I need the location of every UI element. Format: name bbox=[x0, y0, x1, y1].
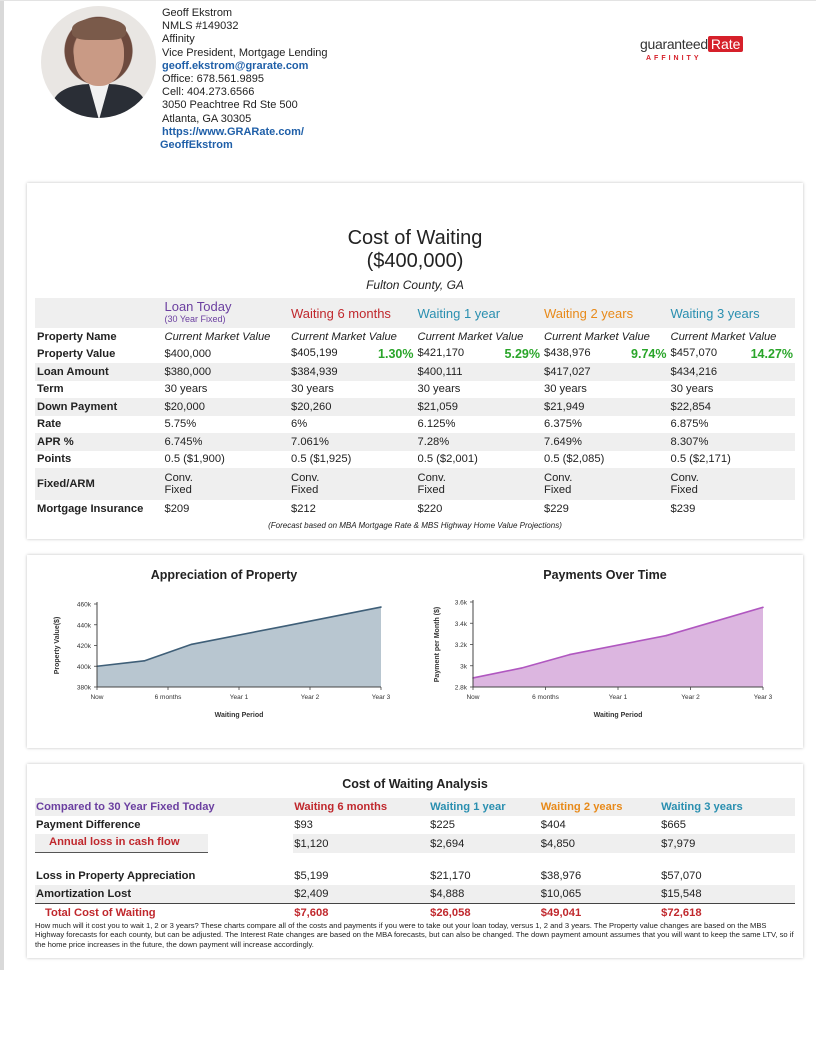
chart-data-point bbox=[762, 606, 764, 609]
chart-x-tick-label: Year 2 bbox=[301, 694, 320, 701]
chart-title: Appreciation of Property bbox=[151, 568, 298, 582]
row-total-cost: Total Cost of Waiting $7,608 $26,058 $49… bbox=[35, 903, 795, 922]
chart-data-point bbox=[380, 606, 382, 608]
chart-x-axis-label: Waiting Period bbox=[215, 712, 264, 719]
row-amortization-lost: Amortization Lost $2,409 $4,888 $10,065 … bbox=[35, 885, 795, 904]
chart-line-segment bbox=[521, 653, 570, 669]
analysis-title: Cost of Waiting Analysis bbox=[342, 777, 488, 791]
col-loan-today: Loan Today (30 Year Fixed) bbox=[162, 298, 289, 328]
row-mortgage-insurance: Mortgage Insurance $209 $212 $220 $229 $… bbox=[37, 502, 696, 515]
row-payment-difference: Payment Difference $93 $225 $404 $665 bbox=[36, 819, 686, 831]
logo-text-affinity: AFFINITY bbox=[646, 55, 702, 62]
contact-address-line1: 3050 Peachtree Rd Ste 500 bbox=[162, 99, 298, 112]
forecast-note: (Forecast based on MBA Mortgage Rate & M… bbox=[268, 521, 562, 530]
pct-change: 14.27% bbox=[750, 347, 793, 362]
chart-line-segment bbox=[286, 606, 382, 627]
chart-x-tick-label: Now bbox=[90, 694, 103, 701]
row-fixed-arm: Fixed/ARM Conv. Fixed Conv. Fixed Conv. Fix… bbox=[35, 468, 795, 500]
chart-y-tick-label: 400k bbox=[77, 664, 92, 671]
chart-y-tick-label: 3.4k bbox=[455, 621, 468, 628]
contact-title: Vice President, Mortgage Lending bbox=[162, 46, 328, 59]
contact-nmls: NMLS #149032 bbox=[162, 20, 239, 33]
cost-of-waiting-panel: Cost of Waiting ($400,000) Fulton County… bbox=[27, 183, 803, 539]
col-waiting-6-months: Waiting 6 months bbox=[288, 298, 416, 328]
charts-svg: Appreciation of Property 380k 400k 420k 440k… bbox=[54, 568, 773, 719]
chart-y-axis-label: Property Value($) bbox=[54, 617, 61, 675]
row-loss-appreciation: Loss in Property Appreciation $5,199 $21… bbox=[36, 870, 702, 882]
contact-address-line2: Atlanta, GA 30305 bbox=[162, 112, 252, 125]
col-waiting-2-years: Waiting 2 years bbox=[541, 298, 669, 328]
contact-email-link[interactable]: geoff.ekstrom@grarate.com bbox=[162, 59, 309, 72]
top-border bbox=[0, 0, 816, 1]
contact-cell-phone: Cell: 404.273.6566 bbox=[162, 86, 255, 99]
row-apr: APR % 6.745% 7.061% 7.28% 7.649% 8.307% bbox=[35, 433, 795, 451]
chart-line-segment bbox=[144, 643, 192, 662]
analysis-footnote: How much will it cost you to wait 1, 2 o… bbox=[35, 921, 794, 949]
pct-change: 9.74% bbox=[631, 347, 667, 362]
chart-line-segment bbox=[666, 606, 764, 637]
website-link[interactable]: https://www.GRARate.com/ bbox=[162, 125, 304, 138]
chart-y-tick-label: 460k bbox=[77, 602, 92, 609]
chart-x-tick-label: 6 months bbox=[532, 694, 559, 701]
contact-name: Geoff Ekstrom bbox=[162, 7, 233, 19]
analysis-table: Compared to 30 Year Fixed Today Waiting … bbox=[35, 798, 795, 922]
chart-x-tick-label: Now bbox=[466, 694, 479, 701]
chart-line-segment bbox=[191, 625, 287, 646]
row-property-value: Property Value $400,000 $405,199 1.30% $4… bbox=[37, 347, 793, 362]
chart-x-tick-label: Year 2 bbox=[681, 694, 700, 701]
row-down-payment: Down Payment $20,000 $20,260 $21,059 $21… bbox=[35, 398, 795, 416]
logo-text-rate: Rate bbox=[707, 36, 744, 52]
profile-photo bbox=[41, 6, 156, 118]
row-loan-amount: Loan Amount $380,000 $384,939 $400,111 $… bbox=[35, 363, 795, 381]
chart-area-fill bbox=[97, 607, 381, 687]
photo-hair bbox=[72, 18, 126, 40]
chart-y-axis-label: Payment per Month ($) bbox=[434, 607, 441, 682]
contact-block: Geoff Ekstrom NMLS #149032 Affinity Vice… bbox=[160, 7, 328, 152]
chart-x-tick-label: Year 1 bbox=[609, 694, 628, 701]
col-waiting-3-years: Waiting 3 years bbox=[668, 298, 795, 328]
row-spacer bbox=[35, 853, 795, 867]
chart-area-fill bbox=[473, 607, 763, 687]
contact-office-phone: Office: 678.561.9895 bbox=[162, 73, 264, 86]
chart-y-tick-label: 2.8k bbox=[455, 685, 468, 692]
chart-x-axis-label: Waiting Period bbox=[594, 712, 643, 719]
county-label: Fulton County, GA bbox=[366, 278, 464, 292]
pct-change: 5.29% bbox=[504, 347, 540, 362]
row-term: Term 30 years 30 years 30 years 30 years… bbox=[37, 383, 714, 396]
company-logo: guaranteed Rate AFFINITY bbox=[640, 36, 760, 70]
chart-y-tick-label: 3.6k bbox=[455, 600, 468, 607]
chart-x-tick-label: 6 months bbox=[155, 694, 182, 701]
chart-x-tick-label: Year 1 bbox=[230, 694, 249, 701]
chart-x-tick-label: Year 3 bbox=[754, 694, 773, 701]
row-property-name: Property Name Current Market Value Curre… bbox=[37, 330, 777, 343]
row-points: Points 0.5 ($1,900) 0.5 ($1,925) 0.5 ($2… bbox=[37, 453, 731, 466]
contact-company: Affinity bbox=[162, 33, 195, 46]
row-rate: Rate 5.75% 6% 6.125% 6.375% 6.875% bbox=[37, 418, 709, 431]
col-waiting-1-year: Waiting 1 year bbox=[415, 298, 542, 328]
chart-x-tick-label: Year 3 bbox=[372, 694, 391, 701]
chart-y-tick-label: 420k bbox=[77, 643, 92, 650]
chart-line-segment bbox=[569, 634, 667, 656]
cost-title: Cost of Waiting bbox=[347, 227, 483, 249]
analysis-panel: Cost of Waiting Analysis Compared to 30 … bbox=[27, 764, 803, 958]
cost-table-header: Loan Today (30 Year Fixed) Waiting 6 mon… bbox=[35, 298, 795, 328]
chart-line-segment bbox=[472, 667, 522, 679]
cost-table: Loan Today (30 Year Fixed) Waiting 6 mon… bbox=[35, 298, 795, 518]
pct-change: 1.30% bbox=[378, 347, 414, 362]
chart-line-segment bbox=[96, 660, 145, 668]
chart-title: Payments Over Time bbox=[543, 568, 666, 582]
analysis-header: Compared to 30 Year Fixed Today Waiting … bbox=[35, 798, 795, 816]
charts-panel: Appreciation of Property 380k 400k 420k 440k… bbox=[27, 555, 803, 748]
website-link-path[interactable]: GeoffEkstrom bbox=[160, 139, 233, 152]
chart-y-tick-label: 380k bbox=[77, 685, 92, 692]
left-edge-bar bbox=[0, 0, 4, 970]
cost-title-amount: ($400,000) bbox=[366, 250, 464, 272]
chart-y-tick-label: 3.2k bbox=[455, 642, 468, 649]
row-annual-loss: Annual loss in cash flow $1,120 $2,694 $… bbox=[35, 834, 795, 853]
chart-y-tick-label: 3k bbox=[460, 663, 468, 670]
logo-text-guaranteed: guaranteed bbox=[640, 36, 708, 52]
chart-y-tick-label: 440k bbox=[77, 622, 92, 629]
